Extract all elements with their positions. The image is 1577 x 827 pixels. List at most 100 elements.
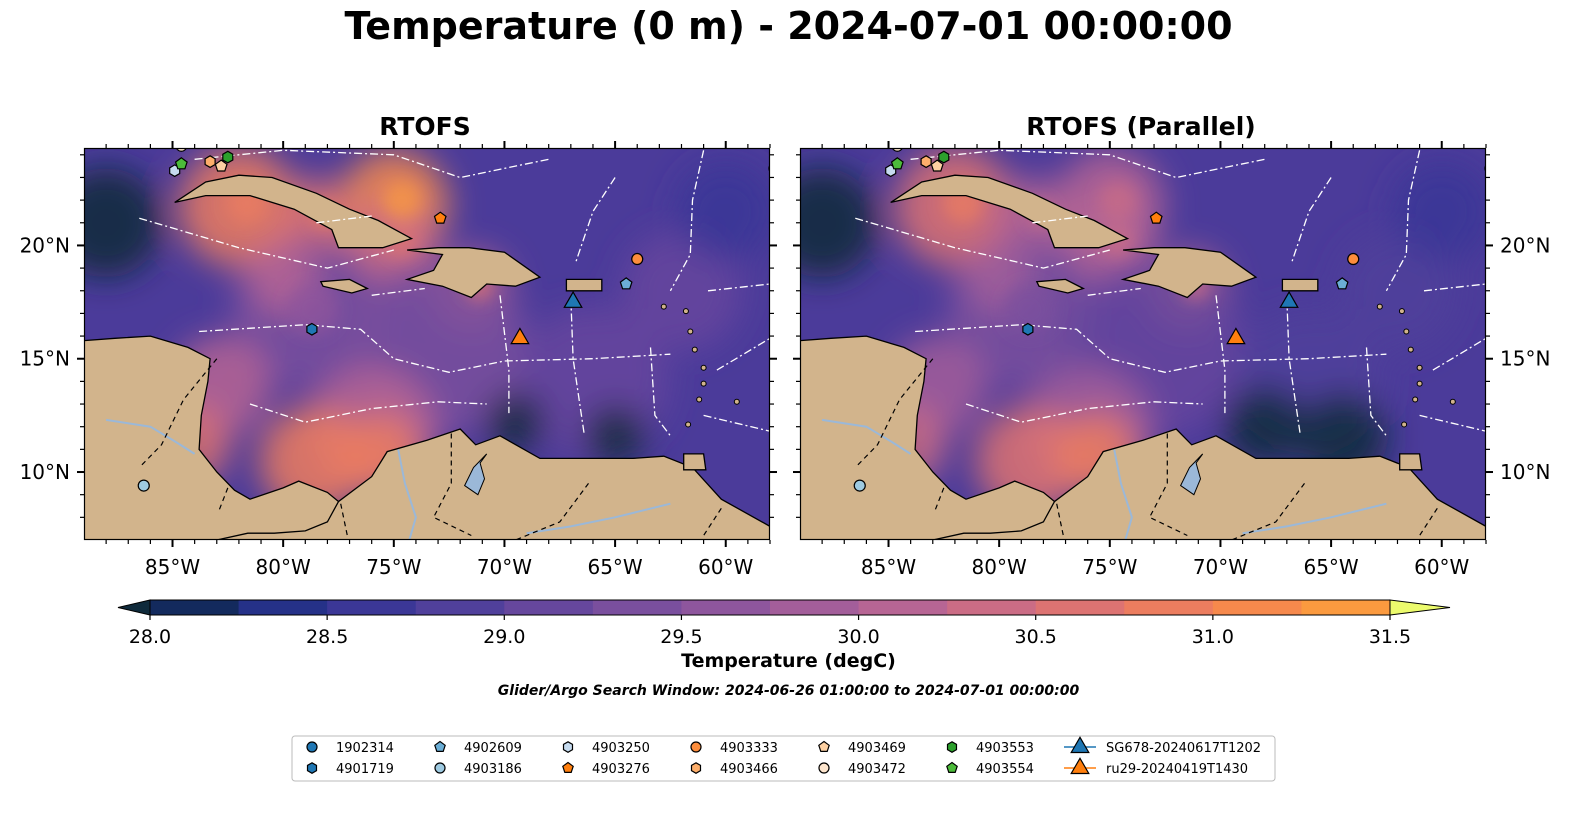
legend-label: SG678-20240617T1202 — [1106, 741, 1261, 756]
map-content: 85°W 80°W 75°W 70°W 65°W 60°W 20°N 15°N 10°N — [20, 141, 777, 579]
obs-4902609 — [1335, 277, 1349, 290]
legend-label: 4903186 — [464, 762, 522, 777]
obs-4903469 — [930, 159, 944, 172]
eez-boundary — [1365, 347, 1387, 437]
legend-label: 4903250 — [592, 741, 650, 756]
x-tick-label: 60°W — [1414, 555, 1469, 579]
borders — [854, 358, 1438, 540]
temperature-blob — [800, 167, 878, 278]
y-tick-label: 15°N — [20, 347, 70, 371]
eez-boundary — [716, 337, 770, 371]
eez-boundary — [139, 217, 394, 269]
eez-boundary — [1286, 297, 1301, 434]
legend-marker-4903469 — [818, 740, 830, 753]
temperature-blob — [675, 161, 770, 262]
y-tick-label: 20°N — [1500, 233, 1550, 257]
legend-label: ru29-20240419T1430 — [1106, 762, 1248, 777]
y-tick-label: 20°N — [20, 233, 70, 257]
eez-boundary — [965, 401, 1203, 423]
eez-boundary — [316, 215, 372, 224]
map-layers — [800, 148, 1486, 540]
country-border — [703, 507, 722, 536]
colorbar-frame — [149, 599, 1391, 616]
legend-marker-4903186 — [434, 762, 446, 774]
eez-boundary — [1087, 287, 1141, 296]
legend-marker-4903554 — [946, 761, 958, 774]
country-border — [934, 487, 945, 511]
legend-label: 4901719 — [336, 762, 394, 777]
legend-label: 4903333 — [720, 741, 778, 756]
island — [1412, 396, 1419, 403]
colorbar-bin — [858, 600, 948, 615]
x-tick-label: 65°W — [587, 555, 642, 579]
borders — [138, 358, 722, 540]
colorbar-tick-label: 28.5 — [306, 626, 348, 648]
colorbar-bin — [681, 600, 771, 615]
lake-maracaibo — [463, 453, 488, 496]
legend-marker-4903553 — [946, 741, 958, 753]
search-window-text: Glider/Argo Search Window: 2024-06-26 01… — [497, 683, 1080, 699]
legend-marker-4902609 — [434, 740, 446, 753]
obs-4903472 — [175, 148, 188, 152]
y-tick-label: 15°N — [1500, 347, 1550, 371]
island — [1398, 308, 1405, 315]
x-tick-label: 65°W — [1303, 555, 1358, 579]
legend-marker-SG678-20240617T1202 — [1070, 736, 1090, 754]
colorbar-bin — [1301, 600, 1391, 615]
y-tick-label: 10°N — [20, 460, 70, 484]
island — [1401, 421, 1408, 428]
temperature-blob — [84, 167, 162, 278]
observations — [137, 148, 770, 492]
temperature-blob — [287, 283, 340, 336]
obs-4901719 — [1022, 322, 1034, 336]
colorbar-bin — [415, 600, 505, 615]
obs-SG678-20240617T1202 — [1279, 290, 1299, 308]
obs-4903553 — [222, 150, 234, 164]
map-clip — [800, 148, 1486, 540]
obs-4903333 — [1347, 252, 1360, 266]
colorbar-tick-label: 31.0 — [1192, 626, 1234, 648]
colorbar-tick-label: 30.0 — [837, 626, 879, 648]
x-tick-label: 85°W — [145, 555, 200, 579]
rivers — [821, 418, 1387, 540]
y-tick-label: 10°N — [1500, 460, 1550, 484]
colorbar-bin — [238, 600, 328, 615]
legend-label: 1902314 — [336, 741, 394, 756]
river — [1113, 449, 1133, 540]
eez-boundary — [1423, 283, 1486, 292]
eez-boundary — [703, 414, 770, 432]
eez-boundary — [707, 283, 770, 292]
obs-4903553 — [938, 150, 950, 164]
panel-title-rtofs: RTOFS — [379, 112, 471, 141]
colorbar-tick-label: 28.0 — [129, 626, 171, 648]
colorbar-tick-label: 29.5 — [660, 626, 702, 648]
eez-boundary — [499, 295, 510, 414]
island — [696, 396, 703, 403]
land-puerto-rico — [565, 278, 603, 292]
map-frame — [799, 147, 1487, 541]
legend-marker-4903276 — [562, 761, 574, 774]
panel-title-rtofs-parallel: RTOFS (Parallel) — [1026, 112, 1256, 141]
legend: 1902314 4901719 4902609 4903186 4903250 49032… — [291, 735, 1276, 782]
colorbar-bin — [1212, 600, 1302, 615]
colorbar-tick-label: 31.5 — [1369, 626, 1411, 648]
colorbar: 28.0 28.5 29.0 29.5 30.0 30.5 31.0 31.5 — [117, 599, 1451, 648]
eez-boundary — [1419, 414, 1486, 432]
temperature-blob — [621, 230, 742, 351]
legend-marker-4903472 — [818, 762, 830, 774]
obs-4903466 — [204, 155, 216, 169]
land-hispaniola — [404, 247, 542, 299]
obs-SG678-20240617T1202 — [563, 290, 583, 308]
map-panel-rtofs-parallel: 85°W 80°W 75°W 70°W 65°W 60°W 20°N 15°N 10°N — [793, 141, 1550, 579]
legend-label: 4903276 — [592, 762, 650, 777]
legend-marker-4903333 — [690, 741, 702, 753]
eez-boundary — [1032, 215, 1088, 224]
temperature-blob — [382, 181, 422, 220]
legend-label: 4902609 — [464, 741, 522, 756]
temperature-blob — [1003, 283, 1056, 336]
river — [1242, 502, 1387, 535]
country-border — [854, 358, 934, 468]
obs-4903469 — [214, 159, 228, 172]
island — [687, 328, 694, 335]
land-puerto-rico — [1281, 278, 1319, 292]
